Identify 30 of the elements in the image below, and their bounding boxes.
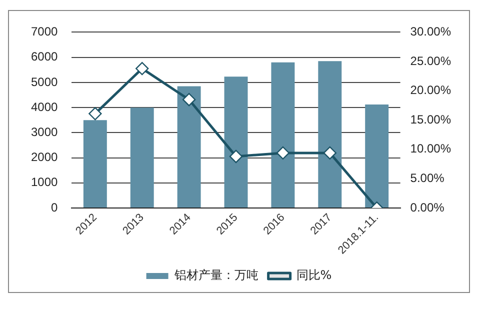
y2-tick-label: 0.00% — [410, 200, 445, 214]
point — [229, 150, 243, 164]
point — [88, 107, 102, 120]
y-tick-label: 5000 — [30, 74, 58, 89]
y2-tick-label: 30.00% — [410, 24, 452, 39]
y2-tick-label: 10.00% — [410, 142, 452, 156]
y2-tick-label: 20.00% — [410, 83, 452, 98]
y-tick-label: 2000 — [30, 150, 58, 164]
bar — [318, 61, 342, 208]
y-tick-label: 6000 — [30, 50, 58, 64]
y2-tick-label: 5.00% — [410, 171, 445, 186]
y-tick-label: 1000 — [30, 175, 58, 190]
point — [182, 93, 196, 106]
y-tick-label: 4000 — [30, 100, 58, 114]
y-tick-label: 3000 — [30, 125, 58, 139]
bar — [83, 120, 107, 208]
legend-label: 铝材产量：万吨 — [173, 268, 258, 282]
point — [323, 146, 336, 160]
point — [136, 62, 149, 76]
point — [276, 146, 290, 160]
bar — [130, 108, 154, 208]
bar — [271, 62, 295, 208]
bar — [224, 76, 248, 208]
y-tick-label: 7000 — [30, 24, 58, 39]
y2-tick-label: 25.00% — [410, 54, 452, 68]
bar — [177, 86, 201, 208]
y-tick-label: 0 — [51, 200, 58, 214]
legend-label: 同比% — [296, 268, 332, 282]
y2-tick-label: 15.00% — [410, 112, 452, 126]
bar — [365, 104, 389, 208]
